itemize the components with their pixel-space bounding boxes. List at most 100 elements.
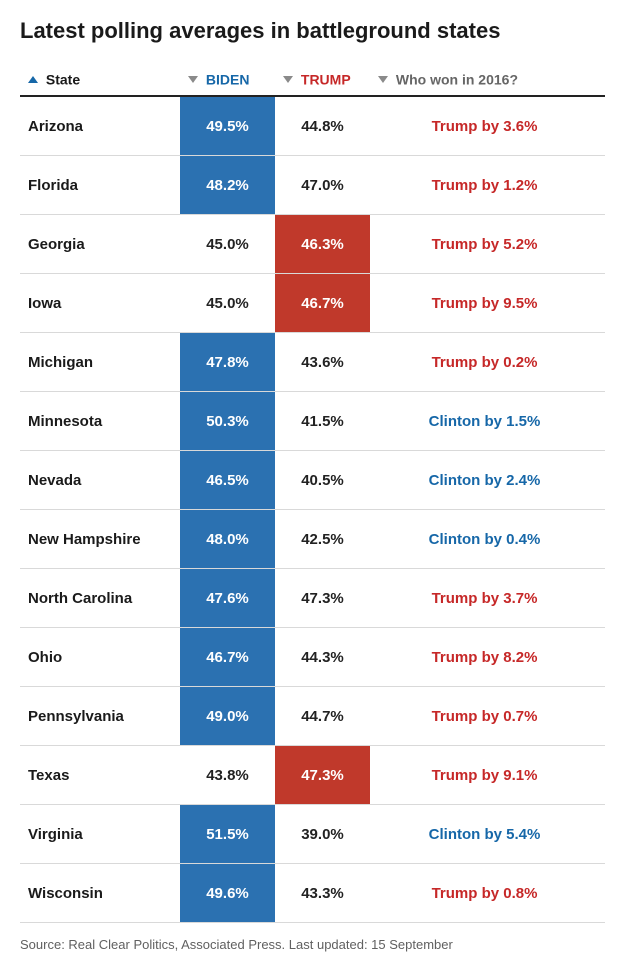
won-2016-cell: Clinton by 1.5% <box>370 392 605 451</box>
biden-cell: 47.6% <box>180 569 275 628</box>
table-row: Minnesota50.3%41.5%Clinton by 1.5% <box>20 392 605 451</box>
trump-pct: 43.3% <box>275 864 370 922</box>
col-biden-label: BIDEN <box>206 71 250 87</box>
state-cell: New Hampshire <box>20 510 180 569</box>
trump-cell: 41.5% <box>275 392 370 451</box>
header-row: State BIDEN TRUMP Who won in 2016? <box>20 62 605 96</box>
state-cell: Iowa <box>20 274 180 333</box>
biden-cell: 51.5% <box>180 805 275 864</box>
trump-pct: 46.3% <box>275 215 370 273</box>
biden-pct: 48.2% <box>180 156 275 214</box>
trump-pct: 43.6% <box>275 333 370 391</box>
state-cell: Ohio <box>20 628 180 687</box>
col-header-trump[interactable]: TRUMP <box>275 62 370 96</box>
trump-cell: 46.7% <box>275 274 370 333</box>
state-cell: Nevada <box>20 451 180 510</box>
state-cell: Wisconsin <box>20 864 180 923</box>
trump-cell: 47.3% <box>275 746 370 805</box>
trump-cell: 43.6% <box>275 333 370 392</box>
won-2016-cell: Trump by 9.1% <box>370 746 605 805</box>
sort-down-icon <box>378 76 388 83</box>
col-header-won[interactable]: Who won in 2016? <box>370 62 605 96</box>
table-row: Virginia51.5%39.0%Clinton by 5.4% <box>20 805 605 864</box>
trump-cell: 44.3% <box>275 628 370 687</box>
sort-down-icon <box>188 76 198 83</box>
won-2016-cell: Clinton by 2.4% <box>370 451 605 510</box>
state-cell: Florida <box>20 156 180 215</box>
table-row: Ohio46.7%44.3%Trump by 8.2% <box>20 628 605 687</box>
biden-cell: 48.2% <box>180 156 275 215</box>
biden-pct: 46.7% <box>180 628 275 686</box>
state-cell: Georgia <box>20 215 180 274</box>
table-row: Florida48.2%47.0%Trump by 1.2% <box>20 156 605 215</box>
page-title: Latest polling averages in battleground … <box>20 18 605 44</box>
won-2016-cell: Trump by 0.2% <box>370 333 605 392</box>
trump-pct: 44.3% <box>275 628 370 686</box>
trump-pct: 46.7% <box>275 274 370 332</box>
state-cell: North Carolina <box>20 569 180 628</box>
won-2016-cell: Trump by 3.6% <box>370 96 605 156</box>
col-state-label: State <box>46 71 80 87</box>
biden-cell: 50.3% <box>180 392 275 451</box>
trump-pct: 40.5% <box>275 451 370 509</box>
state-cell: Virginia <box>20 805 180 864</box>
sort-down-icon <box>283 76 293 83</box>
biden-pct: 49.6% <box>180 864 275 922</box>
biden-cell: 48.0% <box>180 510 275 569</box>
biden-cell: 45.0% <box>180 274 275 333</box>
trump-cell: 46.3% <box>275 215 370 274</box>
trump-pct: 47.3% <box>275 569 370 627</box>
trump-pct: 47.3% <box>275 746 370 804</box>
trump-pct: 42.5% <box>275 510 370 568</box>
won-2016-cell: Trump by 5.2% <box>370 215 605 274</box>
biden-pct: 47.6% <box>180 569 275 627</box>
table-row: Nevada46.5%40.5%Clinton by 2.4% <box>20 451 605 510</box>
biden-pct: 48.0% <box>180 510 275 568</box>
biden-cell: 46.7% <box>180 628 275 687</box>
trump-cell: 40.5% <box>275 451 370 510</box>
col-header-state[interactable]: State <box>20 62 180 96</box>
biden-pct: 45.0% <box>180 274 275 332</box>
state-cell: Arizona <box>20 96 180 156</box>
state-cell: Michigan <box>20 333 180 392</box>
biden-cell: 49.0% <box>180 687 275 746</box>
state-cell: Minnesota <box>20 392 180 451</box>
won-2016-cell: Trump by 9.5% <box>370 274 605 333</box>
won-2016-cell: Clinton by 5.4% <box>370 805 605 864</box>
won-2016-cell: Trump by 3.7% <box>370 569 605 628</box>
biden-cell: 43.8% <box>180 746 275 805</box>
won-2016-cell: Clinton by 0.4% <box>370 510 605 569</box>
table-row: Michigan47.8%43.6%Trump by 0.2% <box>20 333 605 392</box>
trump-cell: 47.3% <box>275 569 370 628</box>
trump-cell: 44.7% <box>275 687 370 746</box>
col-won-label: Who won in 2016? <box>396 71 518 87</box>
table-row: Georgia45.0%46.3%Trump by 5.2% <box>20 215 605 274</box>
state-cell: Pennsylvania <box>20 687 180 746</box>
table-row: Iowa45.0%46.7%Trump by 9.5% <box>20 274 605 333</box>
biden-pct: 46.5% <box>180 451 275 509</box>
biden-pct: 47.8% <box>180 333 275 391</box>
trump-pct: 39.0% <box>275 805 370 863</box>
trump-pct: 41.5% <box>275 392 370 450</box>
biden-cell: 46.5% <box>180 451 275 510</box>
table-row: Pennsylvania49.0%44.7%Trump by 0.7% <box>20 687 605 746</box>
trump-cell: 47.0% <box>275 156 370 215</box>
col-trump-label: TRUMP <box>301 71 351 87</box>
table-row: New Hampshire48.0%42.5%Clinton by 0.4% <box>20 510 605 569</box>
trump-cell: 43.3% <box>275 864 370 923</box>
biden-pct: 49.0% <box>180 687 275 745</box>
biden-pct: 50.3% <box>180 392 275 450</box>
col-header-biden[interactable]: BIDEN <box>180 62 275 96</box>
biden-pct: 45.0% <box>180 215 275 273</box>
biden-cell: 45.0% <box>180 215 275 274</box>
trump-cell: 42.5% <box>275 510 370 569</box>
biden-cell: 49.6% <box>180 864 275 923</box>
won-2016-cell: Trump by 0.7% <box>370 687 605 746</box>
biden-cell: 49.5% <box>180 96 275 156</box>
won-2016-cell: Trump by 0.8% <box>370 864 605 923</box>
won-2016-cell: Trump by 8.2% <box>370 628 605 687</box>
table-row: Texas43.8%47.3%Trump by 9.1% <box>20 746 605 805</box>
source-footer: Source: Real Clear Politics, Associated … <box>20 937 605 952</box>
won-2016-cell: Trump by 1.2% <box>370 156 605 215</box>
trump-cell: 39.0% <box>275 805 370 864</box>
